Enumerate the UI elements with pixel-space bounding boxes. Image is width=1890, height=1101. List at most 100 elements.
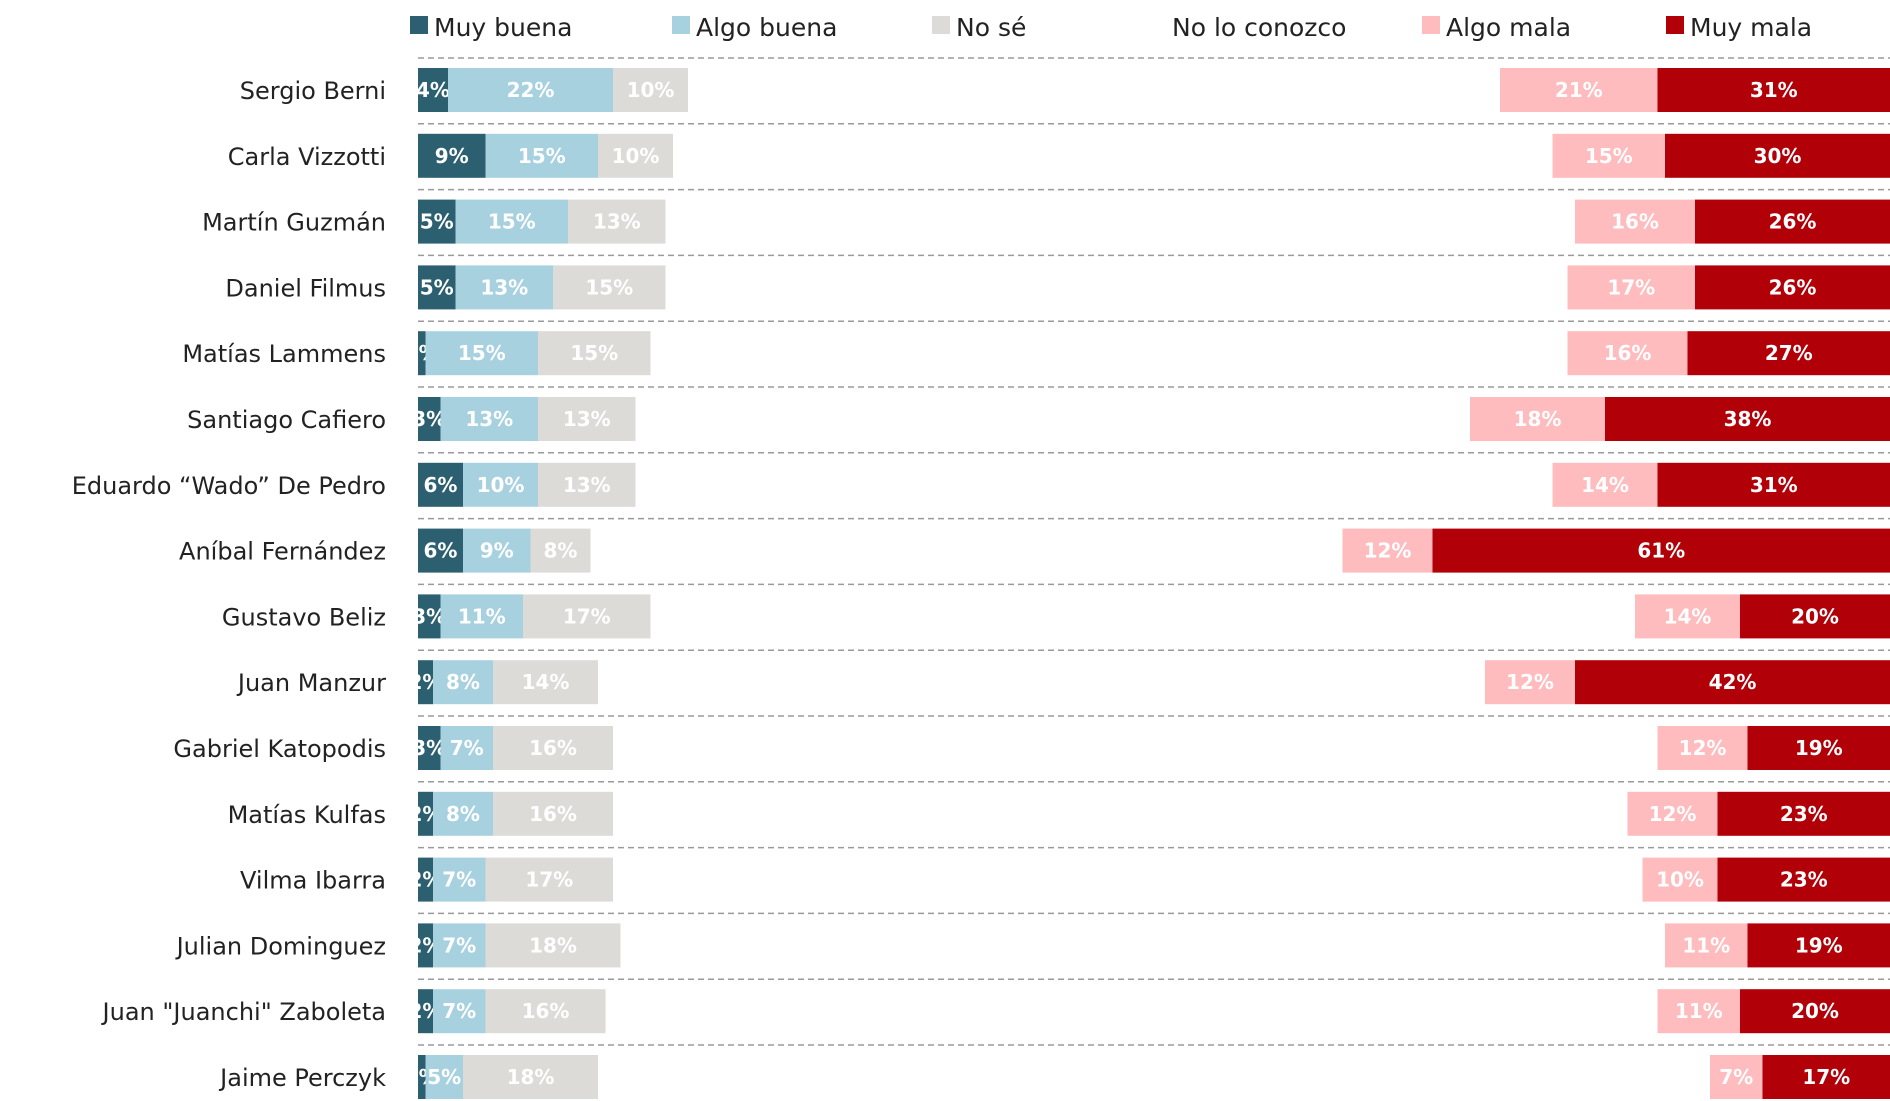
bar-algo-buena — [440, 397, 538, 441]
legend-item-no-se: No sé — [932, 13, 1026, 42]
data-label: 21% — [1555, 78, 1603, 102]
data-label: 7% — [442, 999, 476, 1023]
bar-muy-buena — [418, 726, 441, 770]
legend-swatch — [1422, 16, 1440, 34]
data-label: 17% — [563, 604, 611, 628]
data-label: 13% — [563, 407, 611, 431]
data-label: 16% — [522, 999, 570, 1023]
bar-algo-buena — [425, 1055, 463, 1099]
bar-algo-mala — [1485, 660, 1575, 705]
bar-algo-mala — [1710, 1055, 1763, 1099]
bar-algo-buena — [463, 462, 538, 507]
data-label: 15% — [488, 210, 536, 234]
legend-item-algo-buena: Algo buena — [672, 13, 837, 42]
data-label: 23% — [1780, 802, 1828, 826]
bar-algo-mala — [1575, 199, 1695, 244]
bar-no-se — [485, 923, 621, 968]
data-label: 10% — [627, 78, 675, 102]
legend-item-muy-buena: Muy buena — [410, 13, 572, 42]
bar-no-se — [493, 660, 598, 705]
bar-algo-mala — [1567, 265, 1695, 310]
data-label: 22% — [507, 78, 555, 102]
data-label: 7% — [442, 868, 476, 892]
chart-legend: Muy buena Algo buena No sé No lo conozco Alg… — [410, 13, 1812, 42]
bar-muy-mala — [1575, 660, 1890, 705]
bar-muy-mala — [1762, 1055, 1890, 1099]
bar-muy-buena — [418, 989, 433, 1034]
bar-algo-mala — [1500, 68, 1658, 112]
row-label: Julian Dominguez — [175, 932, 386, 960]
data-label: 14% — [522, 670, 570, 694]
data-label: 16% — [1611, 210, 1659, 234]
bar-no-se — [463, 1055, 598, 1099]
bar-no-se — [493, 726, 613, 770]
data-label: 13% — [480, 275, 528, 299]
bar-algo-mala — [1470, 397, 1605, 441]
bar-muy-mala — [1717, 791, 1890, 836]
bar-algo-mala — [1567, 331, 1688, 376]
row-label: Aníbal Fernández — [179, 538, 386, 566]
row-label: Jaime Perczyk — [218, 1064, 386, 1092]
data-label: 10% — [477, 473, 525, 497]
row-label: Santiago Cafiero — [187, 406, 386, 434]
row-separators — [418, 57, 1890, 1046]
row-label: Juan "Juanchi" Zaboleta — [101, 998, 386, 1026]
bar-algo-mala — [1635, 594, 1740, 639]
bar-algo-buena — [455, 199, 568, 244]
data-label: 27% — [1765, 341, 1813, 365]
data-label: 20% — [1791, 999, 1839, 1023]
legend-label: Algo mala — [1446, 13, 1571, 42]
data-label: 13% — [465, 407, 513, 431]
legend-swatch — [932, 16, 950, 34]
data-label: 6% — [424, 539, 458, 563]
data-label: 7% — [442, 933, 476, 957]
bar-muy-mala — [1657, 462, 1890, 507]
legend-item-no-lo-conozco: No lo conozco — [1172, 13, 1346, 42]
bar-algo-buena — [433, 660, 493, 705]
row-labels: Sergio Berni Carla Vizzotti Martín Guzmán D… — [72, 77, 386, 1092]
legend-item-muy-mala: Muy mala — [1666, 13, 1812, 42]
bar-muy-buena — [418, 199, 456, 244]
bar-no-se — [538, 462, 636, 507]
bar-algo-buena — [448, 68, 613, 112]
data-label: 17% — [525, 868, 573, 892]
data-label: 16% — [529, 802, 577, 826]
row-label: Gabriel Katopodis — [173, 735, 386, 763]
data-label: 7% — [1719, 1065, 1753, 1089]
data-label: 26% — [1769, 210, 1817, 234]
bar-algo-mala — [1552, 133, 1665, 178]
bar-algo-mala — [1642, 857, 1718, 902]
data-label: 11% — [1675, 999, 1723, 1023]
bar-muy-buena — [418, 1055, 426, 1099]
data-label: 6% — [424, 473, 458, 497]
data-label: 19% — [1795, 736, 1843, 760]
bar-no-se — [538, 331, 651, 376]
data-label: 14% — [1664, 604, 1712, 628]
bar-no-se — [598, 133, 673, 178]
bar-no-se — [523, 594, 651, 639]
bar-muy-buena — [418, 68, 448, 112]
bar-muy-buena — [418, 397, 441, 441]
bar-algo-buena — [433, 857, 486, 902]
bar-no-se — [553, 265, 666, 310]
bar-muy-buena — [418, 791, 433, 836]
legend-swatch — [1666, 16, 1684, 34]
data-label: 8% — [446, 802, 480, 826]
data-label: 14% — [1581, 473, 1629, 497]
bar-no-se — [485, 857, 613, 902]
bar-muy-mala — [1747, 923, 1890, 968]
data-label: 23% — [1780, 868, 1828, 892]
data-label: 12% — [1364, 539, 1412, 563]
bar-algo-buena — [425, 331, 538, 376]
bar-algo-mala — [1657, 989, 1740, 1034]
bar-algo-buena — [463, 528, 531, 573]
data-label: 15% — [570, 341, 618, 365]
data-label: 9% — [435, 144, 469, 168]
legend-swatch — [672, 16, 690, 34]
bar-muy-buena — [418, 594, 441, 639]
bar-muy-mala — [1432, 528, 1890, 573]
bar-muy-mala — [1717, 857, 1890, 902]
bar-no-se — [538, 397, 636, 441]
data-label: 15% — [458, 341, 506, 365]
